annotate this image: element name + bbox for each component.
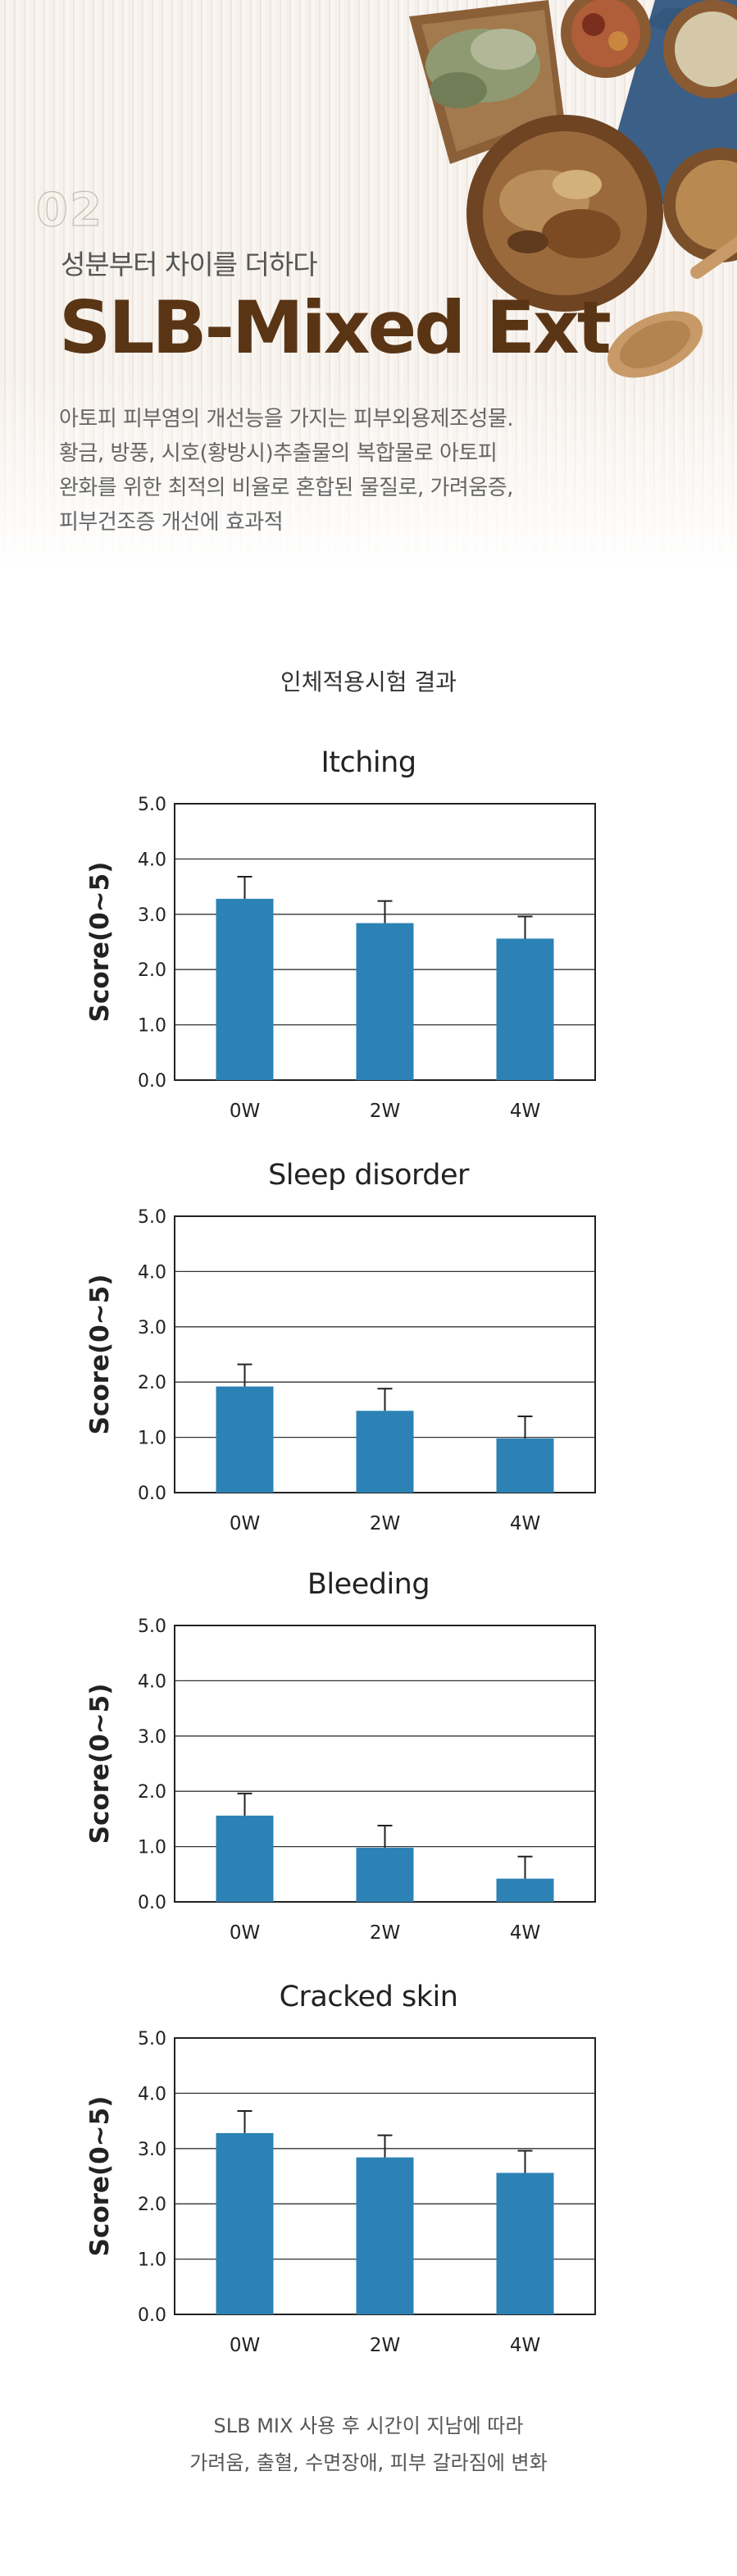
chart-bleeding: Bleeding 0.0 1.0 2.0 3.0 4.0 5.0 Score(0~5) 0W 2… <box>0 1568 737 1962</box>
chart-cracked-skin: Cracked skin 0.0 1.0 2.0 3.0 4.0 5.0 Score(0~5… <box>0 1981 737 2374</box>
caption-line: 가려움, 출혈, 수면장애, 피부 갈라짐에 변화 <box>189 2451 548 2474</box>
y-tick-label: 3.0 <box>138 2140 166 2160</box>
bar-chart-svg: 0.0 1.0 2.0 3.0 4.0 5.0 Score(0~5) 0W 2W 4W <box>85 1207 596 1534</box>
y-tick-label: 1.0 <box>138 2250 166 2271</box>
x-tick-label: 4W <box>510 1513 540 1534</box>
hero-subtitle: 성분부터 차이를 더하다 <box>61 248 318 280</box>
y-tick-label: 5.0 <box>138 1207 166 1228</box>
y-axis-label: Score(0~5) <box>85 1274 115 1435</box>
bar <box>356 2157 414 2314</box>
product-title: SLB-Mixed Ext <box>59 285 612 370</box>
description-line: 황금, 방풍, 시호(황방시)추출물의 복합물로 아토피 <box>59 441 498 466</box>
bar <box>216 1386 274 1493</box>
y-tick-label: 3.0 <box>138 1318 166 1338</box>
bar <box>356 1847 414 1902</box>
bar <box>216 1815 274 1902</box>
section-number: 02 <box>35 183 103 237</box>
chart-title: Bleeding <box>307 1568 430 1601</box>
x-tick-label: 0W <box>230 1513 260 1534</box>
chart-title: Itching <box>321 746 416 779</box>
x-tick-label: 0W <box>230 1101 260 1122</box>
x-tick-label: 2W <box>370 1922 400 1944</box>
x-tick-label: 2W <box>370 1513 400 1534</box>
y-axis-label: Score(0~5) <box>85 2096 115 2257</box>
x-tick-label: 4W <box>510 1101 540 1122</box>
chart-sleep-disorder: Sleep disorder 0.0 1.0 2.0 3.0 4.0 5.0 Score(0… <box>0 1159 737 1552</box>
description-line: 아토피 피부염의 개선능을 가지는 피부외용제조성물. <box>59 407 514 431</box>
y-tick-label: 4.0 <box>138 1262 166 1283</box>
y-tick-label: 4.0 <box>138 2084 166 2104</box>
hero-section <box>0 0 737 590</box>
y-tick-label: 4.0 <box>138 850 166 870</box>
y-tick-label: 2.0 <box>138 1373 166 1393</box>
y-tick-label: 3.0 <box>138 1727 166 1748</box>
bar <box>496 1878 554 1902</box>
bar <box>356 1411 414 1493</box>
chart-title: Cracked skin <box>279 1981 458 2013</box>
results-caption: SLB MIX 사용 후 시간이 지남에 따라 가려움, 출혈, 수면장애, 피… <box>0 2408 737 2482</box>
y-tick-label: 4.0 <box>138 1671 166 1692</box>
bar <box>216 2132 274 2314</box>
bar-chart-svg: 0.0 1.0 2.0 3.0 4.0 5.0 Score(0~5) 0W 2W 4W <box>85 1616 596 1944</box>
product-description: 아토피 피부염의 개선능을 가지는 피부외용제조성물. 황금, 방풍, 시호(황… <box>59 402 600 540</box>
results-heading: 인체적용시험 결과 <box>280 668 457 695</box>
description-line: 완화를 위한 최적의 비율로 혼합된 물질로, 가려움증, <box>59 476 513 500</box>
bar <box>496 1438 554 1493</box>
bar-chart-svg: 0.0 1.0 2.0 3.0 4.0 5.0 Score(0~5) 0W 2W 4W <box>85 795 596 1122</box>
y-tick-label: 2.0 <box>138 2195 166 2215</box>
y-tick-label: 5.0 <box>138 1616 166 1637</box>
x-tick-label: 0W <box>230 1922 260 1944</box>
y-tick-label: 2.0 <box>138 1782 166 1803</box>
y-tick-label: 1.0 <box>138 1838 166 1858</box>
y-axis-label: Score(0~5) <box>85 862 115 1023</box>
y-tick-label: 0.0 <box>138 1071 166 1092</box>
bar-chart-svg: 0.0 1.0 2.0 3.0 4.0 5.0 Score(0~5) 0W 2W 4W <box>85 2029 596 2356</box>
y-tick-label: 5.0 <box>138 795 166 815</box>
y-tick-label: 0.0 <box>138 1893 166 1913</box>
y-tick-label: 3.0 <box>138 905 166 926</box>
description-line: 피부건조증 개선에 효과적 <box>59 510 284 535</box>
herbal-ingredients-illustration <box>409 0 737 378</box>
x-tick-label: 4W <box>510 1922 540 1944</box>
y-tick-label: 1.0 <box>138 1429 166 1449</box>
bar <box>216 898 274 1080</box>
y-tick-label: 2.0 <box>138 960 166 981</box>
y-tick-label: 0.0 <box>138 2305 166 2326</box>
chart-title: Sleep disorder <box>268 1159 469 1192</box>
y-axis-label: Score(0~5) <box>85 1684 115 1844</box>
y-tick-label: 5.0 <box>138 2029 166 2049</box>
caption-line: SLB MIX 사용 후 시간이 지남에 따라 <box>213 2414 524 2437</box>
chart-itching: Itching 0.0 1.0 2.0 3.0 4.0 5.0 Score(0~5) 0W 2W… <box>0 746 737 1140</box>
x-tick-label: 4W <box>510 2335 540 2356</box>
bar <box>496 2173 554 2314</box>
bar <box>496 938 554 1080</box>
y-tick-label: 0.0 <box>138 1484 166 1504</box>
x-tick-label: 0W <box>230 2335 260 2356</box>
x-tick-label: 2W <box>370 1101 400 1122</box>
y-tick-label: 1.0 <box>138 1016 166 1037</box>
x-tick-label: 2W <box>370 2335 400 2356</box>
bar <box>356 923 414 1080</box>
